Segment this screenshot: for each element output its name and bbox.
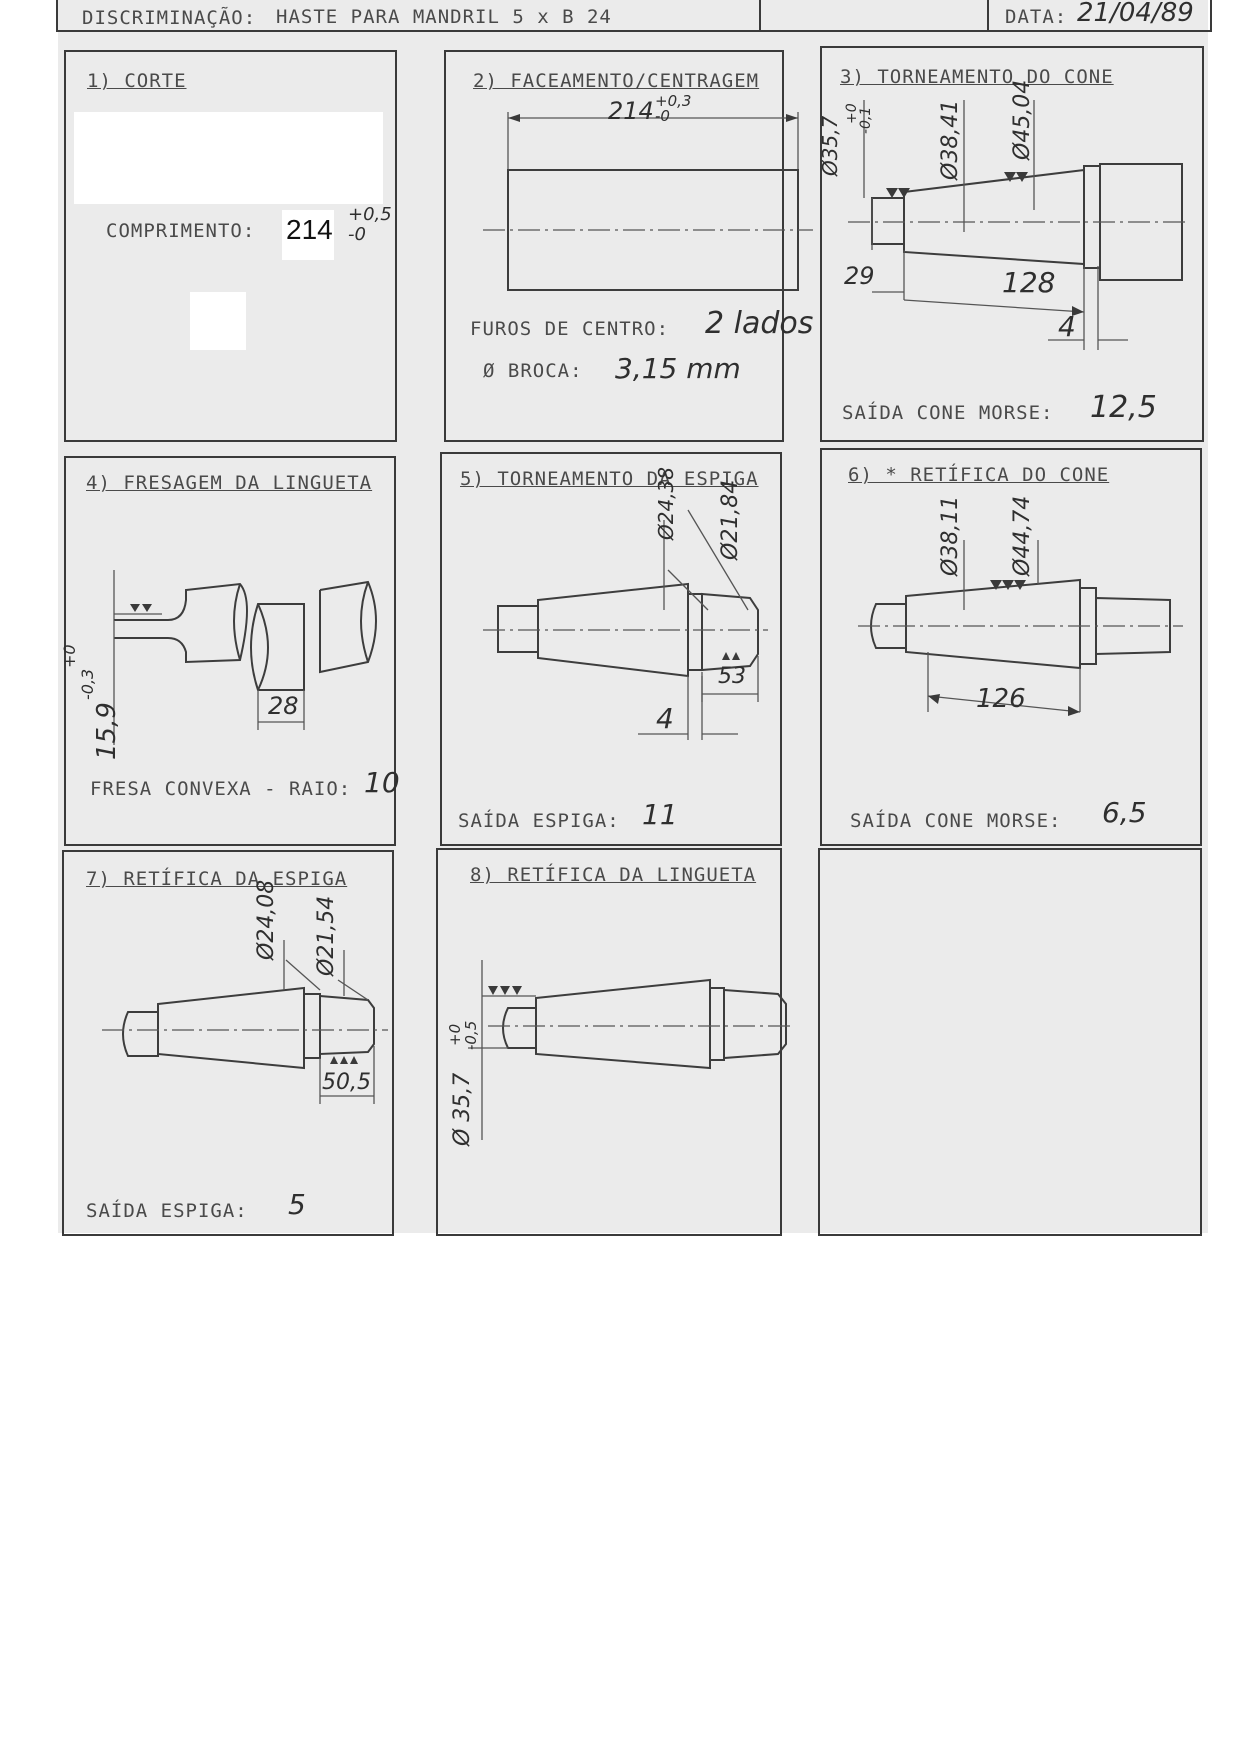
step-2-panel: [444, 50, 784, 442]
discriminacao-label: DISCRIMINAÇÃO:: [82, 7, 257, 29]
step-5-drawing: [483, 509, 768, 740]
broca-label: Ø BROCA:: [483, 360, 583, 382]
step-8-dia-35-7: Ø 35,7: [450, 1072, 475, 1146]
process-sheet: DISCRIMINAÇÃO: HASTE PARA MANDRIL 5 x B …: [56, 0, 1212, 1236]
furos-label: FUROS DE CENTRO:: [470, 318, 670, 340]
step-7-drawing: [102, 940, 388, 1104]
date-label: DATA:: [1005, 6, 1068, 28]
step-1-title: 1) CORTE: [87, 70, 187, 92]
comprimento-value-box: [282, 210, 334, 260]
step-2-length: 214: [608, 97, 654, 125]
step-3-panel: [820, 46, 1204, 442]
step-4-title: 4) FRESAGEM DA LINGUETA: [86, 472, 373, 494]
step-6-saida-value: 6,5: [1102, 796, 1147, 829]
step-6-panel: [820, 448, 1202, 846]
step-7-panel: [62, 850, 394, 1236]
comprimento-value: 214: [286, 214, 333, 245]
step-4-panel: [64, 456, 396, 846]
comprimento-tol-upper: +0,5: [348, 204, 392, 225]
comprimento-label: COMPRIMENTO:: [106, 220, 256, 242]
step-6-len-126: 126: [976, 684, 1026, 714]
step-4-fresa-label: FRESA CONVEXA - RAIO:: [90, 778, 352, 800]
step-5-len-4: 4: [656, 702, 674, 735]
step-4-drawing: [113, 570, 377, 745]
step-8-title: 8) RETÍFICA DA LINGUETA: [470, 864, 757, 886]
step-3-len-4: 4: [1058, 310, 1076, 343]
step-4-len-28: 28: [268, 692, 299, 720]
step-6-drawing: [858, 540, 1183, 716]
header-date-box: [987, 0, 1212, 32]
furos-value: 2 lados: [705, 306, 814, 341]
step-7-saida-label: SAÍDA ESPIGA:: [86, 1200, 248, 1222]
step-4-fresa-value: 10: [364, 766, 400, 799]
step-3-saida-value: 12,5: [1090, 390, 1157, 425]
broca-value: 3,15 mm: [615, 352, 741, 385]
step-6-title: 6) * RETÍFICA DO CONE: [848, 464, 1110, 486]
comprimento-tol-lower: -0: [348, 224, 366, 245]
step-5-saida-value: 11: [642, 798, 678, 831]
step-2-tol-lower: -0: [655, 107, 670, 125]
step-2-title: 2) FACEAMENTO/CENTRAGEM: [473, 70, 760, 92]
discriminacao-value: HASTE PARA MANDRIL 5 x B 24: [276, 6, 612, 28]
step-5-panel: [440, 452, 782, 846]
step-5-len-53: 53: [718, 664, 746, 689]
step-3-len-29: 29: [844, 262, 875, 290]
step-6-saida-label: SAÍDA CONE MORSE:: [850, 810, 1062, 832]
date-value: 21/04/89: [1077, 0, 1194, 28]
step-5-title: 5) TORNEAMENTO DA ESPIGA: [460, 468, 759, 490]
step-1-panel: [64, 50, 397, 442]
step-empty-panel: [818, 848, 1202, 1236]
redacted-block: [74, 112, 383, 204]
step-3-drawing: [848, 100, 1188, 350]
step-7-title: 7) RETÍFICA DA ESPIGA: [86, 868, 348, 890]
step-3-title: 3) TORNEAMENTO DO CONE: [840, 66, 1114, 88]
step-3-len-128: 128: [1002, 266, 1056, 299]
step-7-saida-value: 5: [288, 1188, 306, 1221]
step-7-len-50-5: 50,5: [322, 1070, 371, 1095]
step-3-saida-label: SAÍDA CONE MORSE:: [842, 402, 1054, 424]
step-5-saida-label: SAÍDA ESPIGA:: [458, 810, 620, 832]
step-8-drawing: [468, 960, 793, 1140]
redacted-square: [190, 292, 246, 350]
step-8-panel: [436, 848, 782, 1236]
step-2-tol-upper: +0,3: [655, 92, 692, 110]
step-2-drawing: [483, 112, 813, 291]
step-8-tol-lower: -0,5: [462, 1020, 480, 1050]
